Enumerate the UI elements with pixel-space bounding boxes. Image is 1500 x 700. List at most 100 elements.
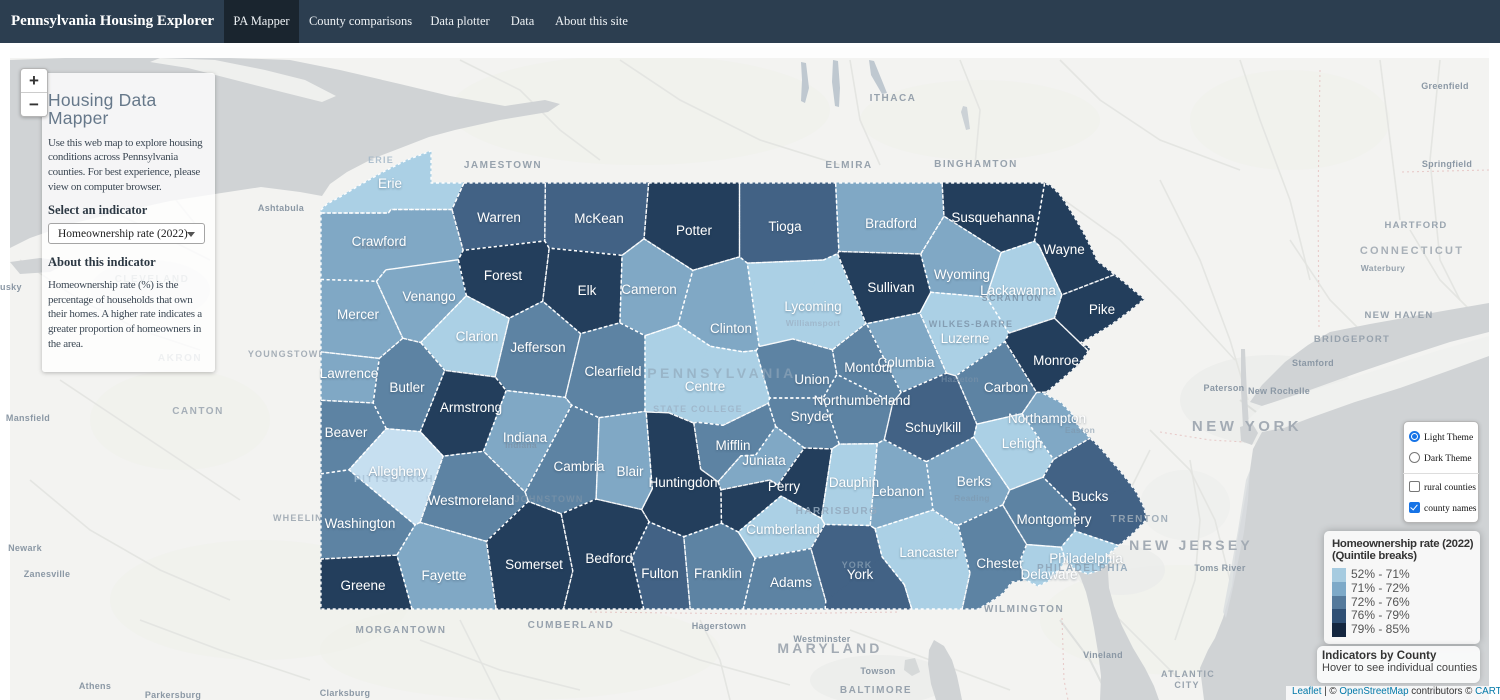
svg-text:Wayne: Wayne: [1043, 242, 1085, 257]
svg-text:BALTIMORE: BALTIMORE: [840, 685, 912, 696]
svg-text:Carbon: Carbon: [984, 380, 1028, 395]
svg-text:Susquehanna: Susquehanna: [951, 210, 1035, 225]
svg-text:Fayette: Fayette: [421, 568, 466, 583]
svg-text:Indiana: Indiana: [505, 440, 537, 450]
svg-text:Schuylkill: Schuylkill: [905, 420, 961, 435]
svg-text:Washington: Washington: [325, 516, 396, 531]
svg-text:Waterbury: Waterbury: [1361, 263, 1405, 273]
svg-text:MORGANTOWN: MORGANTOWN: [356, 625, 447, 636]
svg-text:PITTSBURGH: PITTSBURGH: [354, 474, 434, 485]
svg-text:WILMINGTON: WILMINGTON: [984, 604, 1064, 615]
svg-text:TRENTON: TRENTON: [1111, 514, 1170, 525]
svg-text:Stamford: Stamford: [1292, 358, 1334, 368]
svg-text:MARYLAND: MARYLAND: [777, 640, 882, 656]
svg-text:Mercer: Mercer: [337, 307, 380, 322]
svg-text:Vineland: Vineland: [1083, 650, 1123, 660]
svg-text:Philadelphia: Philadelphia: [1049, 551, 1123, 566]
svg-text:Parkersburg: Parkersburg: [145, 690, 201, 700]
svg-text:Toms River: Toms River: [1194, 563, 1246, 573]
svg-text:Perry: Perry: [768, 479, 801, 494]
svg-text:NEW HAVEN: NEW HAVEN: [1364, 310, 1433, 321]
svg-text:Clearfield: Clearfield: [584, 364, 641, 379]
svg-text:Armstrong: Armstrong: [440, 400, 502, 415]
svg-text:Lebanon: Lebanon: [872, 484, 925, 499]
svg-text:Crawford: Crawford: [352, 234, 407, 249]
svg-text:NEW YORK: NEW YORK: [1192, 418, 1302, 435]
svg-text:Westmoreland: Westmoreland: [428, 493, 515, 508]
svg-text:Bucks: Bucks: [1072, 489, 1109, 504]
svg-text:Mansfield: Mansfield: [6, 413, 50, 423]
svg-text:HARRISBURG: HARRISBURG: [796, 506, 879, 517]
svg-text:Berks: Berks: [957, 474, 992, 489]
svg-text:Newark: Newark: [8, 543, 43, 553]
svg-text:BRIDGEPORT: BRIDGEPORT: [1314, 334, 1390, 345]
svg-text:PENNSYLVANIA: PENNSYLVANIA: [647, 365, 797, 381]
svg-text:Columbia: Columbia: [877, 355, 935, 370]
svg-text:Allegheny: Allegheny: [368, 464, 428, 479]
svg-text:Towson: Towson: [860, 666, 895, 676]
svg-text:CITY: CITY: [1174, 680, 1199, 690]
svg-text:Butler: Butler: [389, 380, 425, 395]
svg-text:Delaware: Delaware: [1020, 567, 1077, 582]
svg-text:Lehigh: Lehigh: [1002, 436, 1043, 451]
svg-text:Lancaster: Lancaster: [899, 545, 959, 560]
svg-text:Huntingdon: Huntingdon: [648, 475, 717, 490]
svg-text:Centre: Centre: [685, 379, 726, 394]
svg-text:WILKES-BARRE: WILKES-BARRE: [929, 319, 1013, 329]
svg-text:Union: Union: [794, 372, 829, 387]
svg-text:Westminster: Westminster: [793, 634, 850, 644]
svg-text:Cameron: Cameron: [621, 282, 677, 297]
svg-text:Northumberland: Northumberland: [814, 393, 911, 408]
svg-text:Easton: Easton: [1065, 425, 1095, 435]
svg-text:Lawrence: Lawrence: [320, 366, 379, 381]
svg-text:New Rochelle: New Rochelle: [1248, 386, 1310, 396]
svg-text:NEW JERSEY: NEW JERSEY: [1129, 537, 1253, 553]
svg-text:Paterson: Paterson: [1204, 383, 1245, 393]
svg-text:STATE COLLEGE: STATE COLLEGE: [653, 404, 743, 414]
svg-text:Dauphin: Dauphin: [829, 475, 879, 490]
svg-text:YOUNGSTOWN: YOUNGSTOWN: [248, 349, 326, 359]
svg-text:Lackawanna: Lackawanna: [980, 283, 1056, 298]
svg-text:Athens: Athens: [79, 681, 111, 691]
svg-text:JOHNSTOWN: JOHNSTOWN: [514, 494, 583, 504]
svg-text:Fulton: Fulton: [641, 566, 679, 581]
svg-text:Chester: Chester: [976, 556, 1024, 571]
svg-text:Cambria: Cambria: [553, 459, 605, 474]
svg-text:Forest: Forest: [484, 268, 523, 283]
svg-text:Snyder: Snyder: [791, 409, 834, 424]
svg-text:Pike: Pike: [1089, 302, 1115, 317]
svg-text:Indiana: Indiana: [503, 430, 548, 445]
svg-text:YORK: YORK: [842, 560, 873, 570]
svg-text:Mifflin: Mifflin: [715, 438, 750, 453]
svg-text:Clarion: Clarion: [456, 329, 499, 344]
svg-text:Potter: Potter: [676, 223, 713, 238]
svg-text:Wyoming: Wyoming: [934, 267, 990, 282]
svg-text:Ashtabula: Ashtabula: [258, 203, 305, 213]
svg-text:York: York: [847, 567, 874, 582]
svg-text:Adams: Adams: [770, 575, 812, 590]
svg-text:Hazleton: Hazleton: [941, 374, 979, 384]
svg-text:CONNECTICUT: CONNECTICUT: [1360, 245, 1464, 257]
svg-text:Luzerne: Luzerne: [941, 331, 990, 346]
svg-text:Springfield: Springfield: [1422, 159, 1472, 169]
svg-text:Juniata: Juniata: [742, 453, 786, 468]
svg-text:ATLANTIC: ATLANTIC: [1161, 669, 1215, 679]
svg-text:Montgomery: Montgomery: [1016, 512, 1091, 527]
svg-text:Sullivan: Sullivan: [867, 280, 914, 295]
svg-text:Jefferson: Jefferson: [510, 340, 565, 355]
svg-text:Northampton: Northampton: [1008, 411, 1086, 426]
svg-text:Erie: Erie: [378, 176, 402, 191]
svg-text:CUMBERLAND: CUMBERLAND: [528, 620, 615, 631]
svg-text:McKean: McKean: [574, 211, 624, 226]
svg-text:Elk: Elk: [578, 283, 597, 298]
svg-text:Warren: Warren: [477, 210, 521, 225]
svg-text:Greene: Greene: [340, 578, 385, 593]
svg-text:Bradford: Bradford: [865, 216, 917, 231]
svg-text:Zanesville: Zanesville: [24, 569, 71, 579]
svg-text:Reading: Reading: [954, 493, 990, 503]
svg-text:Venango: Venango: [402, 289, 455, 304]
svg-text:JAMESTOWN: JAMESTOWN: [464, 160, 542, 171]
svg-text:Cumberland: Cumberland: [746, 522, 820, 537]
svg-text:Lycoming: Lycoming: [784, 299, 841, 314]
